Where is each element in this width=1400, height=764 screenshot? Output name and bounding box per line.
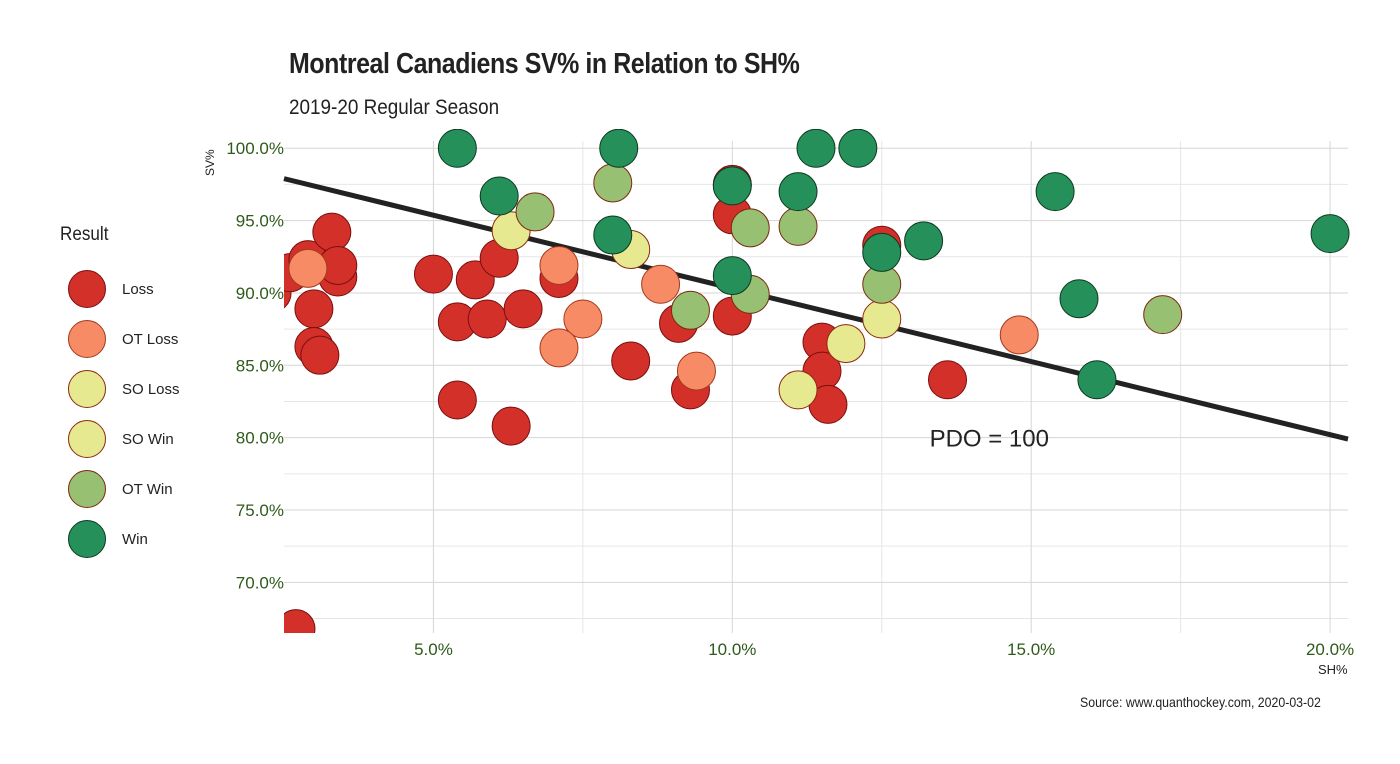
point-win <box>593 215 633 255</box>
point-loss <box>467 299 507 339</box>
point-win <box>599 129 639 168</box>
point-win <box>712 166 752 206</box>
point-win <box>778 172 818 212</box>
legend-swatch-loss <box>68 270 106 308</box>
legend-label-ot-loss: OT Loss <box>122 330 179 348</box>
legend-label-loss: Loss <box>122 280 154 298</box>
legend-item-ot-loss: OT Loss <box>60 314 180 364</box>
point-win <box>796 129 836 168</box>
y-tick-label: 100.0% <box>226 139 284 158</box>
legend-item-so-win: SO Win <box>60 414 180 464</box>
point-win <box>712 256 752 296</box>
legend-item-ot-win: OT Win <box>60 464 180 514</box>
legend-label-win: Win <box>122 530 148 548</box>
point-ot-loss <box>563 299 603 339</box>
point-loss <box>503 289 543 329</box>
point-win <box>904 221 944 261</box>
point-loss <box>413 254 453 294</box>
point-layer <box>284 129 1350 633</box>
annotation-layer: PDO = 100 <box>930 426 1049 453</box>
x-tick-label: 20.0% <box>1306 640 1354 659</box>
point-ot-loss <box>288 248 328 288</box>
pdo-reference-line <box>283 176 1349 442</box>
point-loss <box>294 289 334 329</box>
point-loss <box>300 335 340 375</box>
source-note: Source: www.quanthockey.com, 2020-03-02 <box>1080 694 1321 710</box>
point-win <box>1035 172 1075 212</box>
x-tick-label: 5.0% <box>414 640 453 659</box>
point-loss <box>928 360 968 400</box>
legend-label-so-loss: SO Loss <box>122 380 180 398</box>
legend-swatch-ot-win <box>68 470 106 508</box>
point-so-loss <box>862 299 902 339</box>
point-so-loss <box>778 370 818 410</box>
point-win <box>1059 279 1099 319</box>
pdo-label: PDO = 100 <box>930 426 1049 453</box>
reference-line-layer <box>283 176 1349 442</box>
point-so-loss <box>826 324 866 364</box>
chart-title: Montreal Canadiens SV% in Relation to SH… <box>289 48 800 80</box>
point-ot-loss <box>999 315 1039 355</box>
point-ot-win <box>730 208 770 248</box>
y-tick-label: 95.0% <box>236 212 284 231</box>
point-ot-win <box>515 192 555 232</box>
y-tick-label: 90.0% <box>236 284 284 303</box>
legend-swatch-ot-loss <box>68 320 106 358</box>
legend-item-so-loss: SO Loss <box>60 364 180 414</box>
point-ot-loss <box>539 245 579 285</box>
legend-title: Result <box>60 224 109 245</box>
point-loss <box>284 609 316 633</box>
point-ot-win <box>593 163 633 203</box>
point-win <box>862 232 902 272</box>
tick-layer: 5.0% 10.0% 15.0% 20.0% 70.0% 75.0% 80.0% 85.0% 9… <box>226 139 1354 659</box>
point-loss <box>437 380 477 420</box>
point-ot-loss <box>539 328 579 368</box>
legend: Result Loss OT Loss SO Loss SO Win OT Wi… <box>60 224 180 564</box>
y-tick-label: 85.0% <box>236 356 284 375</box>
point-win <box>479 176 519 216</box>
point-ot-loss <box>641 264 681 304</box>
point-win <box>838 129 878 168</box>
x-axis-label: SH% <box>1318 662 1348 677</box>
y-tick-label: 75.0% <box>236 501 284 520</box>
x-tick-label: 10.0% <box>708 640 756 659</box>
legend-label-so-win: SO Win <box>122 430 174 448</box>
legend-swatch-win <box>68 520 106 558</box>
legend-item-win: Win <box>60 514 180 564</box>
point-loss <box>312 212 352 252</box>
x-tick-label: 15.0% <box>1007 640 1055 659</box>
point-win <box>1310 214 1350 254</box>
point-win <box>1077 360 1117 400</box>
chart-subtitle: 2019-20 Regular Season <box>289 96 500 119</box>
legend-item-loss: Loss <box>60 264 180 314</box>
point-ot-win <box>778 206 818 246</box>
point-ot-win <box>1143 295 1183 335</box>
y-tick-label: 80.0% <box>236 429 284 448</box>
point-ot-win <box>670 290 710 330</box>
legend-label-ot-win: OT Win <box>122 480 173 498</box>
point-ot-loss <box>676 351 716 391</box>
legend-swatch-so-loss <box>68 370 106 408</box>
point-loss <box>611 341 651 381</box>
y-tick-label: 70.0% <box>236 573 284 592</box>
point-win <box>437 129 477 168</box>
point-loss <box>491 406 531 446</box>
legend-swatch-so-win <box>68 420 106 458</box>
